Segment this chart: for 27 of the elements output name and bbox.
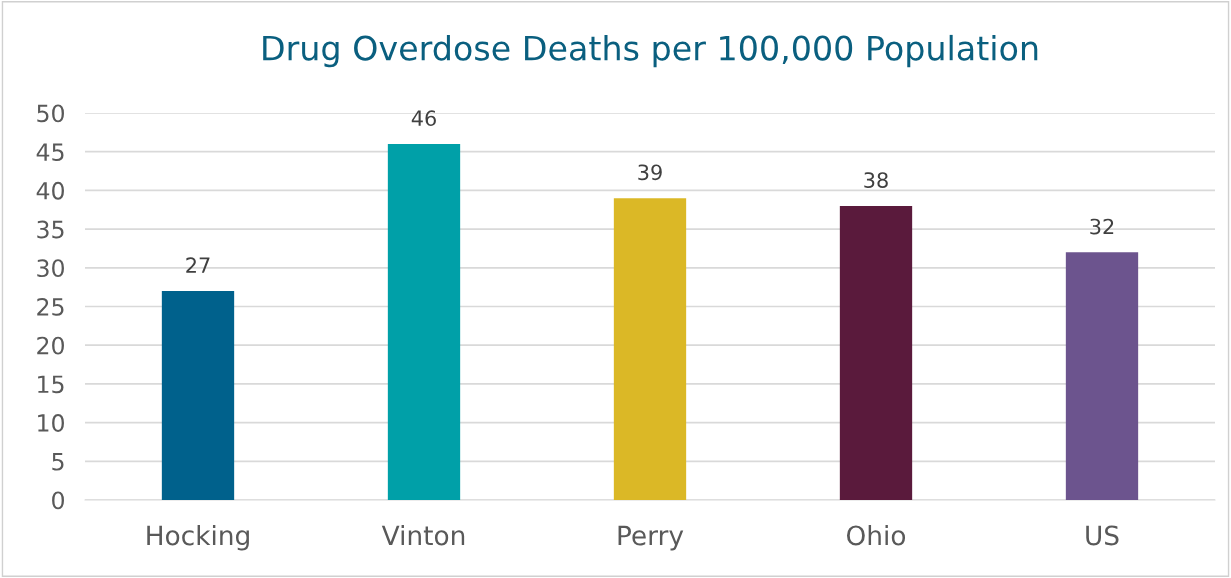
bar bbox=[839, 205, 913, 500]
y-tick-label: 40 bbox=[36, 181, 64, 200]
data-label: 38 bbox=[864, 172, 888, 188]
y-tick-label: 35 bbox=[37, 220, 64, 239]
y-tick-label: 0 bbox=[52, 491, 64, 510]
bar bbox=[161, 291, 235, 500]
x-tick-label: Hocking bbox=[147, 525, 249, 551]
x-tick-label: Perry bbox=[618, 525, 684, 551]
data-label: 39 bbox=[638, 164, 662, 181]
x-tick-label: US bbox=[1086, 525, 1119, 546]
x-tick-label: Vinton bbox=[381, 525, 465, 546]
data-label: 46 bbox=[411, 110, 436, 127]
y-tick-label: 25 bbox=[37, 297, 64, 316]
y-tick-label: 10 bbox=[38, 414, 64, 432]
y-tick-label: 50 bbox=[37, 104, 64, 123]
data-label: 32 bbox=[1090, 218, 1114, 235]
bar bbox=[1065, 252, 1139, 500]
y-tick-label: 30 bbox=[37, 259, 64, 278]
y-tick-label: 20 bbox=[37, 336, 64, 355]
y-tick-label: 15 bbox=[38, 375, 64, 394]
bar bbox=[613, 198, 687, 500]
bar bbox=[387, 143, 461, 500]
x-tick-label: Ohio bbox=[846, 525, 906, 546]
data-label: 27 bbox=[186, 257, 210, 273]
y-tick-label: 45 bbox=[36, 143, 64, 162]
y-tick-label: 5 bbox=[52, 453, 64, 471]
chart-title: Drug Overdose Deaths per 100,000 Population bbox=[263, 34, 1038, 68]
